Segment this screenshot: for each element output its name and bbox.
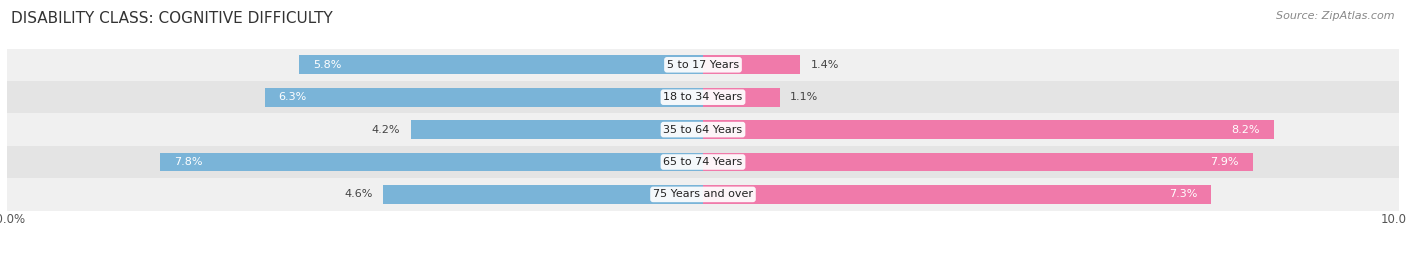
Text: 18 to 34 Years: 18 to 34 Years [664, 92, 742, 102]
Bar [703, 55, 800, 74]
Text: 5 to 17 Years: 5 to 17 Years [666, 60, 740, 70]
Bar [7, 146, 1399, 178]
Bar [264, 88, 703, 107]
Text: 4.6%: 4.6% [344, 189, 373, 200]
Bar [7, 81, 1399, 113]
Bar [703, 185, 1211, 204]
Text: 5.8%: 5.8% [314, 60, 342, 70]
Text: 75 Years and over: 75 Years and over [652, 189, 754, 200]
Bar [7, 113, 1399, 146]
Text: 35 to 64 Years: 35 to 64 Years [664, 124, 742, 135]
Text: Source: ZipAtlas.com: Source: ZipAtlas.com [1277, 11, 1395, 21]
Bar [7, 178, 1399, 211]
Bar [703, 153, 1253, 171]
Bar [7, 49, 1399, 81]
Text: 1.4%: 1.4% [811, 60, 839, 70]
Bar [703, 88, 779, 107]
Text: 1.1%: 1.1% [790, 92, 818, 102]
Text: DISABILITY CLASS: COGNITIVE DIFFICULTY: DISABILITY CLASS: COGNITIVE DIFFICULTY [11, 11, 333, 26]
Bar [299, 55, 703, 74]
Text: 7.9%: 7.9% [1211, 157, 1239, 167]
Text: 65 to 74 Years: 65 to 74 Years [664, 157, 742, 167]
Text: 7.8%: 7.8% [174, 157, 202, 167]
Legend: Male, Female: Male, Female [643, 266, 763, 270]
Bar [160, 153, 703, 171]
Bar [703, 120, 1274, 139]
Bar [411, 120, 703, 139]
Text: 6.3%: 6.3% [278, 92, 307, 102]
Text: 7.3%: 7.3% [1168, 189, 1197, 200]
Bar [382, 185, 703, 204]
Text: 4.2%: 4.2% [371, 124, 401, 135]
Text: 8.2%: 8.2% [1232, 124, 1260, 135]
